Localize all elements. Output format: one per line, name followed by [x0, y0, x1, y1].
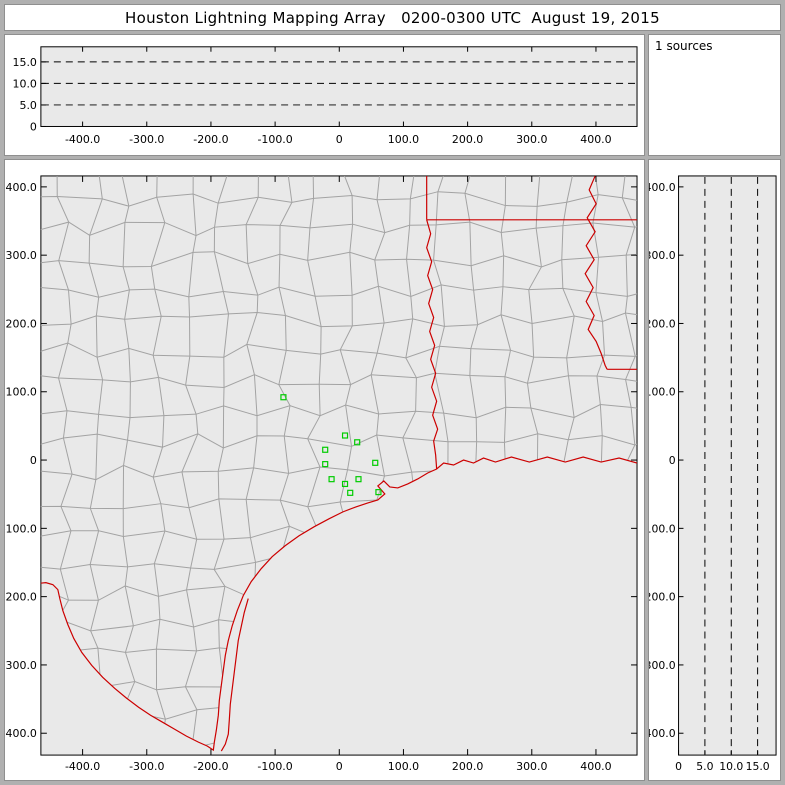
ew-altitude-chart[interactable]: 0 5.0 10.0 15.0 -400.0 -300.0 -200.0 -100.0 0 100…	[5, 35, 644, 155]
lma-station-marker	[322, 446, 329, 453]
coastline-and-rio-grande	[40, 456, 638, 752]
ew-plot-area[interactable]	[40, 46, 638, 127]
axis-tick-label: 0	[30, 454, 37, 467]
axis-tick-label: 200.0	[452, 760, 483, 773]
lma-station-marker	[328, 476, 335, 483]
lma-station-marker	[341, 480, 349, 488]
county-line	[150, 175, 166, 751]
lma-station-marker	[341, 432, 349, 439]
axis-tick-label: -400.0	[5, 727, 37, 740]
axis-tick-label: 200.0	[452, 133, 483, 146]
lma-station-marker	[355, 476, 362, 483]
barrier-island	[220, 598, 249, 752]
axis-tick-label: -100.0	[257, 133, 292, 146]
axis-tick-label: 400.0	[649, 181, 676, 194]
axis-tick-label: 300.0	[649, 249, 676, 262]
axis-tick-label: -300.0	[129, 760, 164, 773]
axis-tick-label: 200.0	[649, 317, 676, 330]
title-bar: Houston Lightning Mapping Array 0200-030…	[4, 4, 781, 31]
axis-tick-label: 100.0	[388, 760, 419, 773]
axis-tick-label: 400.0	[580, 133, 611, 146]
altitude-ns-panel: 400.0 300.0 200.0 100.0 0 -100.0 -200.0 -300.0 -…	[648, 159, 781, 781]
axis-tick-label: 100.0	[388, 133, 419, 146]
plan-view-map-chart[interactable]: -400.0 -300.0 -200.0 -100.0 0 100.0 200.0 300.0…	[5, 160, 644, 780]
lma-station-marker	[375, 489, 382, 496]
axis-tick-label: -300.0	[649, 659, 676, 672]
ns-plot-area[interactable]	[678, 175, 777, 756]
lma-station-marker	[322, 461, 329, 468]
lma-station-marker	[372, 459, 379, 466]
axis-tick-label: -200.0	[193, 133, 228, 146]
lma-station-marker	[280, 394, 287, 401]
ns-altitude-chart[interactable]: 400.0 300.0 200.0 100.0 0 -100.0 -200.0 -300.0 -…	[649, 160, 780, 780]
axis-tick-label: -100.0	[649, 522, 676, 535]
axis-tick-label: -400.0	[649, 727, 676, 740]
axis-tick-label: -200.0	[193, 760, 228, 773]
sources-count-label: 1 sources	[655, 39, 713, 53]
axis-tick-label: 400.0	[580, 760, 611, 773]
axis-tick-label: -300.0	[129, 133, 164, 146]
county-line	[181, 175, 199, 751]
axis-tick-label: 0	[675, 760, 682, 773]
altitude-ew-panel: 0 5.0 10.0 15.0 -400.0 -300.0 -200.0 -100.0 0 100…	[4, 34, 645, 156]
axis-tick-label: -100.0	[5, 522, 37, 535]
texas-louisiana-border	[426, 219, 439, 470]
axis-tick-label: 0	[30, 120, 37, 133]
lma-station-marker	[347, 489, 354, 496]
mississippi-river-border	[584, 175, 608, 370]
axis-tick-label: 15.0	[13, 56, 37, 69]
axis-tick-label: 0	[336, 133, 343, 146]
axis-tick-label: -300.0	[5, 659, 37, 672]
axis-tick-label: 0	[669, 454, 676, 467]
axis-tick-label: 300.0	[516, 760, 547, 773]
axis-tick-label: -400.0	[65, 760, 100, 773]
axis-tick-label: 5.0	[696, 760, 713, 773]
axis-tick-label: 10.0	[719, 760, 743, 773]
axis-tick-label: 100.0	[6, 386, 37, 399]
axis-tick-label: 300.0	[516, 133, 547, 146]
lma-station-marker	[354, 439, 361, 446]
map-plot-area[interactable]	[40, 175, 638, 756]
axis-tick-label: 100.0	[649, 386, 676, 399]
axis-tick-label: 0	[336, 760, 343, 773]
axis-tick-label: 300.0	[6, 249, 37, 262]
window-title: Houston Lightning Mapping Array 0200-030…	[125, 8, 660, 27]
axis-tick-label: 15.0	[746, 760, 770, 773]
axis-tick-label: -200.0	[5, 591, 37, 604]
axis-tick-label: 10.0	[13, 77, 37, 90]
county-line	[119, 175, 136, 751]
axis-tick-label: 200.0	[6, 317, 37, 330]
county-line	[26, 768, 644, 780]
axis-tick-label: -400.0	[65, 133, 100, 146]
map-panel: -400.0 -300.0 -200.0 -100.0 0 100.0 200.0 300.0…	[4, 159, 645, 781]
sources-panel: 1 sources	[648, 34, 781, 156]
axis-tick-label: 400.0	[6, 181, 37, 194]
county-line	[38, 162, 644, 175]
axis-tick-label: -100.0	[257, 760, 292, 773]
axis-tick-label: 5.0	[19, 99, 36, 112]
axis-tick-label: -200.0	[649, 591, 676, 604]
